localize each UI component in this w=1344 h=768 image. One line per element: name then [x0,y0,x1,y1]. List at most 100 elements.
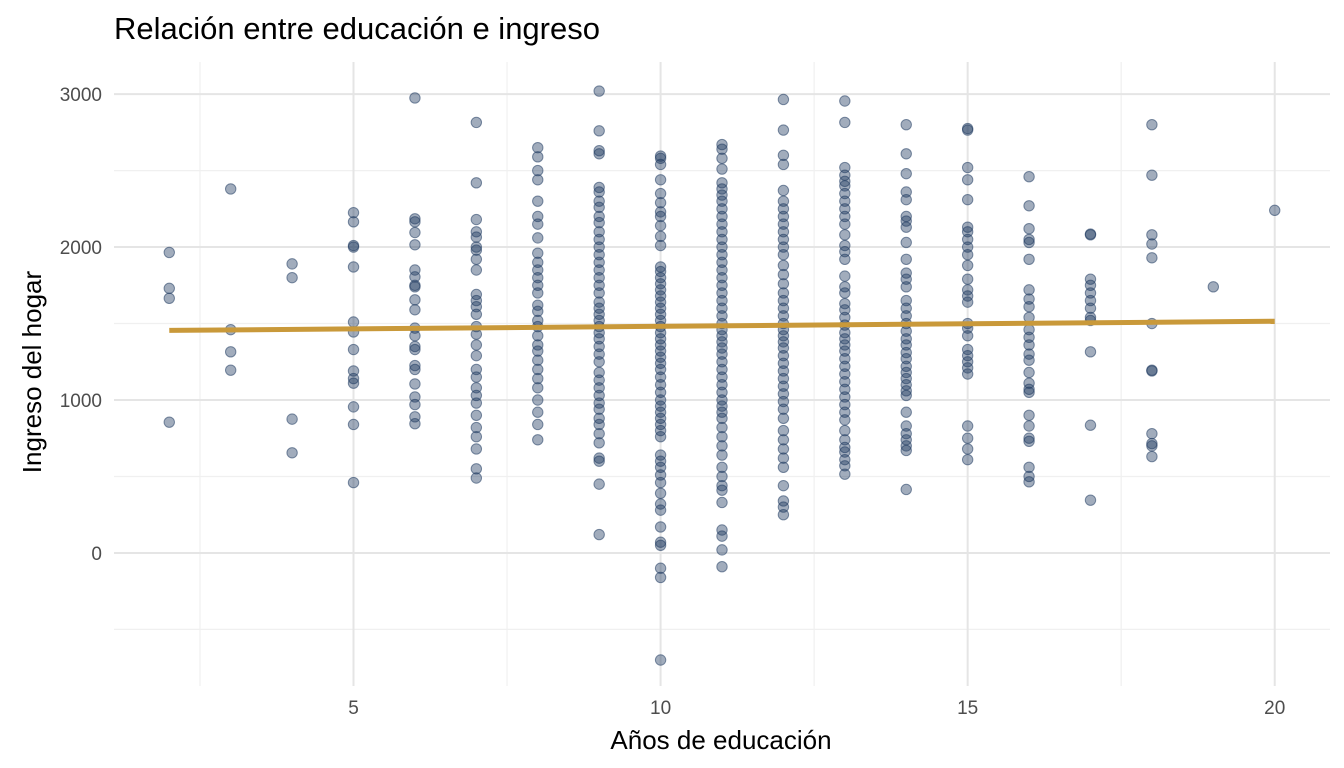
data-point [532,141,544,154]
data-point [654,206,667,218]
data-point [777,443,790,455]
data-point [777,461,790,473]
data-point [532,151,544,163]
data-point [961,432,974,444]
data-point [1146,169,1158,181]
data-point [900,267,912,279]
data-point [1084,273,1097,285]
data-point [1084,494,1097,506]
data-point [1023,236,1035,249]
major-gridlines [114,62,1330,686]
data-point [1023,200,1035,212]
data-point [1146,229,1158,241]
data-point [839,270,851,282]
data-point [900,333,912,345]
data-point [532,354,544,366]
data-point [470,294,483,307]
data-point [1023,348,1035,360]
data-point [839,441,851,454]
data-point [716,400,728,412]
chart-title: Relación entre educación e ingreso [114,11,600,46]
data-point [716,470,728,483]
data-point [532,434,544,446]
data-point [839,175,851,187]
data-point [777,330,790,342]
data-point [654,174,667,186]
data-point [777,158,790,171]
data-point [654,345,667,357]
data-point [654,394,667,406]
data-point [839,468,851,480]
data-point [777,124,790,136]
data-point [286,271,298,284]
data-point [409,343,421,356]
data-point [716,461,728,473]
data-point [1146,238,1158,250]
data-point [839,414,851,426]
data-points [163,85,1281,666]
data-point [777,509,790,521]
data-point [532,330,544,342]
data-point [839,253,851,265]
data-point [900,221,912,233]
data-point [593,427,605,440]
data-point [593,412,605,425]
data-point [961,349,974,362]
data-point [716,412,728,425]
data-point [716,431,728,443]
data-point [654,284,667,296]
data-point [470,421,483,434]
data-point [961,296,974,308]
data-point [1023,301,1035,313]
data-point [961,290,974,302]
data-point [654,406,667,418]
x-tick-label: 15 [957,698,978,719]
data-point [470,397,483,409]
data-point [654,571,667,584]
data-point [286,258,298,270]
data-point [593,296,605,308]
data-point [654,333,667,345]
data-point [593,437,605,449]
data-point [777,495,790,507]
y-tick-label: 1000 [60,391,102,412]
data-point [532,164,544,177]
data-point [839,297,851,310]
data-point [654,418,667,431]
data-point [224,183,237,195]
data-point [654,278,667,290]
data-point [1146,119,1158,131]
data-point [654,210,667,223]
data-point [409,359,421,372]
data-point [409,294,421,306]
data-point [900,372,912,385]
data-point [163,282,175,295]
data-point [532,232,544,244]
data-point [1023,461,1035,473]
data-point [961,420,974,432]
data-point [1023,432,1035,444]
data-point [777,149,790,161]
data-point [777,424,790,437]
data-point [654,239,667,252]
data-point [961,330,974,342]
data-point [654,654,667,666]
data-point [1269,204,1281,217]
data-point [1023,377,1035,389]
data-point [654,187,667,200]
data-point [163,292,175,304]
data-point [1084,229,1097,241]
data-point [961,368,974,380]
data-point [900,148,912,160]
data-point [409,330,421,342]
data-point [900,236,912,249]
data-point [654,412,667,425]
data-point [1146,440,1158,452]
data-point [593,201,605,213]
data-point [900,346,912,359]
data-point [716,163,728,175]
data-point [961,161,974,174]
data-point [654,152,667,165]
data-point [654,562,667,574]
